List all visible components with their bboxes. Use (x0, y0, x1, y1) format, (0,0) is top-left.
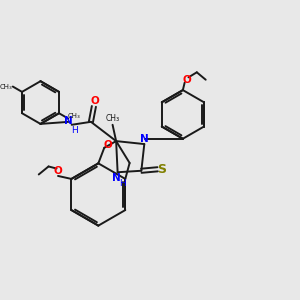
Text: N: N (112, 173, 121, 183)
Text: O: O (182, 75, 191, 85)
Text: O: O (91, 96, 100, 106)
Text: S: S (158, 163, 166, 176)
Text: CH₃: CH₃ (0, 83, 13, 89)
Text: CH₃: CH₃ (67, 113, 80, 119)
Text: N: N (64, 116, 73, 126)
Text: O: O (103, 140, 112, 150)
Text: O: O (54, 166, 62, 176)
Text: H: H (70, 126, 77, 135)
Text: CH₃: CH₃ (106, 114, 120, 123)
Text: H: H (119, 179, 125, 188)
Text: N: N (140, 134, 149, 144)
